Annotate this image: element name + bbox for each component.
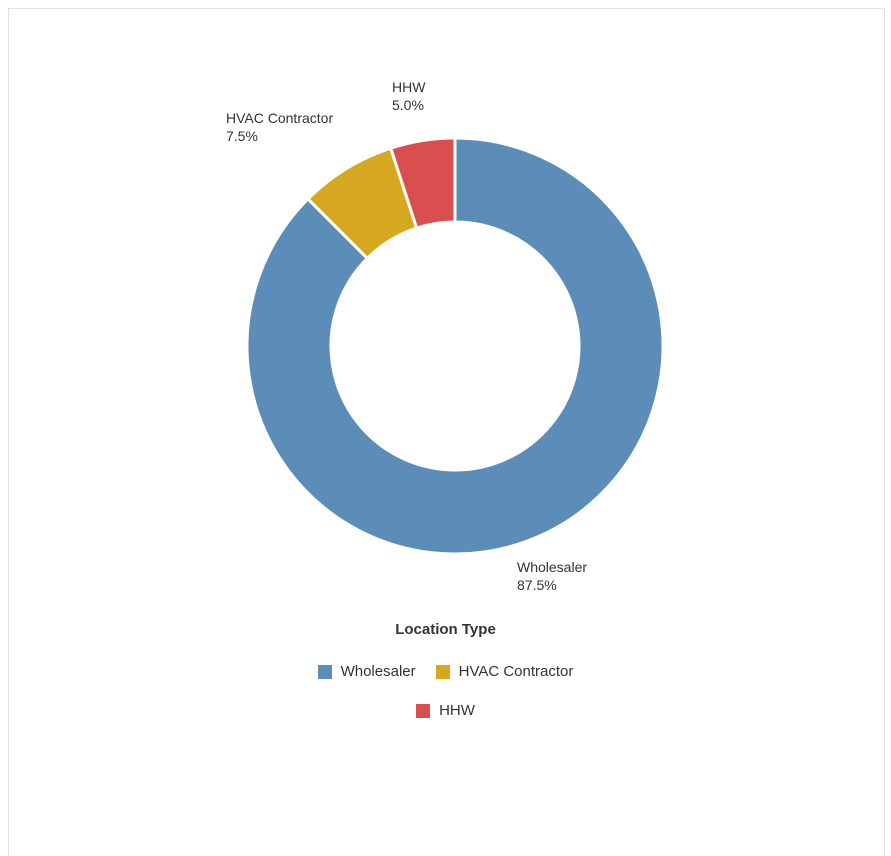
legend-item-wholesaler[interactable]: Wholesaler (317, 663, 416, 680)
slice-hhw[interactable] (389, 136, 457, 230)
donut-chart: Wholesaler 87.5% HVAC Contractor 7.5% HHW 5.0… (226, 79, 665, 593)
legend-row: Wholesaler HVAC Contractor (0, 663, 891, 680)
slice-label-percent: 87.5% (517, 577, 557, 593)
legend-swatch-wholesaler (317, 664, 332, 679)
slice-label-name: Wholesaler (517, 559, 587, 575)
slice-wholesaler[interactable] (245, 136, 665, 556)
slice-label-percent: 5.0% (392, 97, 424, 113)
legend-swatch-hvac-contractor (435, 664, 450, 679)
legend-title: Location Type (395, 621, 496, 638)
donut-slices (245, 136, 665, 556)
legend-label-wholesaler: Wholesaler (340, 663, 416, 680)
legend-row: HHW (0, 702, 891, 719)
slice-label-percent: 7.5% (226, 128, 258, 144)
legend-label-hvac-contractor: HVAC Contractor (458, 663, 574, 680)
legend-item-hhw[interactable]: HHW (416, 702, 475, 719)
legend-label-hhw: HHW (439, 702, 475, 719)
slice-labels: Wholesaler 87.5% HVAC Contractor 7.5% HHW 5.0… (226, 79, 587, 593)
legend-swatch-hhw (416, 703, 431, 718)
legend-item-hvac-contractor[interactable]: HVAC Contractor (435, 663, 574, 680)
slice-label-name: HVAC Contractor (226, 110, 333, 126)
slice-label-name: HHW (392, 79, 426, 95)
